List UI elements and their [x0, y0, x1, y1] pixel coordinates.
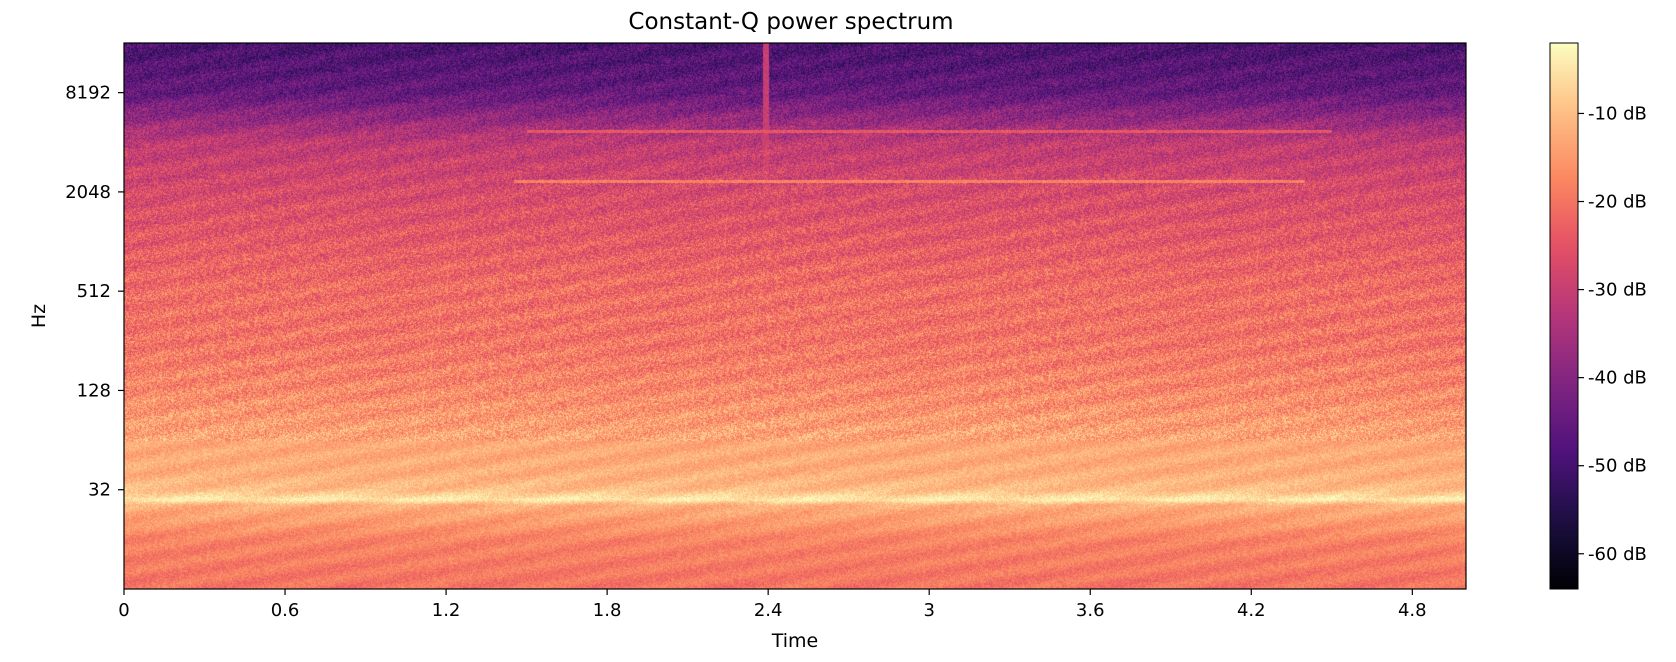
colorbar-gradient [1549, 42, 1579, 590]
y-axis: 32 128 512 2048 8192 [65, 83, 124, 501]
colorbar-tick-label: -10 dB [1588, 103, 1647, 124]
x-tick-label: 0 [118, 600, 129, 621]
plot-frame [123, 42, 1467, 590]
colorbar-tick-label: -20 dB [1588, 192, 1647, 213]
y-tick-label: 32 [88, 480, 111, 501]
colorbar: -10 dB -20 dB -30 dB -40 dB -50 dB -60 dB [1549, 42, 1647, 590]
colorbar-tick-label: -40 dB [1588, 368, 1647, 389]
y-tick-label: 8192 [65, 83, 111, 104]
x-axis: 0 0.6 1.2 1.8 2.4 3 3.6 4.2 4.8 [118, 589, 1427, 621]
y-tick-label: 128 [77, 380, 111, 401]
x-tick-label: 1.2 [432, 600, 461, 621]
x-tick-label: 4.2 [1237, 600, 1266, 621]
chart-title: Constant-Q power spectrum [628, 9, 953, 35]
colorbar-tick-label: -60 dB [1588, 544, 1647, 565]
y-tick-label: 512 [77, 281, 111, 302]
colorbar-tick-label: -50 dB [1588, 456, 1647, 477]
x-tick-label: 0.6 [271, 600, 300, 621]
heatmap-image [124, 43, 1466, 589]
y-tick-label: 2048 [65, 182, 111, 203]
x-tick-label: 3.6 [1076, 600, 1105, 621]
colorbar-ticks: -10 dB -20 dB -30 dB -40 dB -50 dB -60 dB [1578, 103, 1647, 565]
x-axis-label: Time [771, 630, 819, 652]
y-axis-label: Hz [28, 304, 50, 328]
x-tick-label: 4.8 [1398, 600, 1427, 621]
x-tick-label: 1.8 [593, 600, 622, 621]
colorbar-tick-label: -30 dB [1588, 280, 1647, 301]
x-tick-label: 3 [923, 600, 934, 621]
heatmap-plot-area [123, 42, 1467, 590]
x-tick-label: 2.4 [754, 600, 783, 621]
